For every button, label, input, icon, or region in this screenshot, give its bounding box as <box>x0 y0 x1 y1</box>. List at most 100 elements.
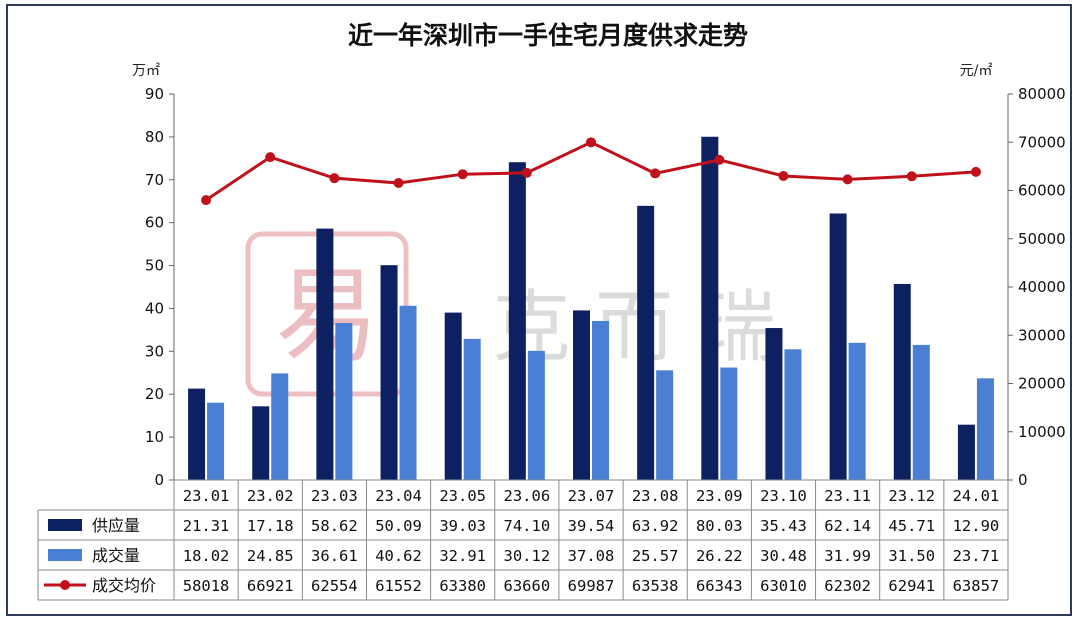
data-label: 63857 <box>953 577 1000 595</box>
data-label: 63380 <box>439 577 486 595</box>
bar-transaction <box>976 378 994 480</box>
bar-supply <box>252 406 270 480</box>
data-label: 58.62 <box>311 517 358 535</box>
price-point <box>714 154 725 165</box>
legend-swatch-supply <box>48 519 82 531</box>
price-line <box>205 140 977 202</box>
left-axis-tick-label: 40 <box>145 299 164 317</box>
data-label: 63.92 <box>632 517 679 535</box>
right-axis-tick-label: 60000 <box>1018 182 1066 200</box>
data-label: 26.22 <box>696 547 743 565</box>
price-point <box>329 173 340 184</box>
data-label: 69987 <box>568 577 615 595</box>
price-point <box>521 167 532 178</box>
price-point <box>586 137 596 148</box>
right-axis-tick-label: 20000 <box>1018 375 1066 393</box>
data-label: 31.50 <box>888 547 935 565</box>
price-point <box>778 170 789 181</box>
chart: 近一年深圳市一手住宅月度供求走势 万㎡ 元/㎡ 易 克 而 瑞 01020304… <box>37 21 1066 601</box>
bar-supply <box>573 310 590 480</box>
bar-transaction <box>271 373 289 480</box>
bar-transaction <box>592 320 609 480</box>
data-label: 21.31 <box>183 517 230 535</box>
data-label: 35.43 <box>760 517 807 535</box>
data-label: 30.48 <box>760 547 807 565</box>
data-label: 17.18 <box>247 517 294 535</box>
data-label: 80.03 <box>696 517 743 535</box>
bar-supply <box>316 228 334 480</box>
x-axis-category-label: 23.03 <box>311 487 358 505</box>
left-axis-tick-label: 50 <box>145 257 164 275</box>
bar-transaction <box>720 367 738 480</box>
data-label: 66343 <box>696 577 743 595</box>
x-axis-category-label: 23.12 <box>888 487 935 505</box>
legend-series-name: 成交均价 <box>92 576 156 595</box>
bar-transaction <box>656 370 674 480</box>
price-point <box>842 174 853 185</box>
data-label: 31.99 <box>824 547 871 565</box>
legend-series-name: 供应量 <box>92 516 140 535</box>
price-point <box>650 168 661 179</box>
price-point <box>457 169 468 180</box>
data-label: 62.14 <box>824 517 871 535</box>
left-axis-tick-label: 60 <box>145 214 164 232</box>
data-label: 62941 <box>888 577 935 595</box>
x-axis-category-label: 23.02 <box>247 487 294 505</box>
bar-transaction <box>912 344 930 480</box>
x-axis-category-label: 23.10 <box>760 487 807 505</box>
x-axis-category-label: 23.07 <box>568 487 615 505</box>
data-label: 63660 <box>504 577 551 595</box>
price-point <box>970 166 981 177</box>
bar-supply <box>380 265 398 480</box>
x-axis-category-label: 23.01 <box>183 487 230 505</box>
data-label: 36.61 <box>311 547 358 565</box>
bar-transaction <box>207 402 225 480</box>
bars <box>188 136 994 480</box>
data-label: 61552 <box>375 577 422 595</box>
right-axis-tick-label: 30000 <box>1018 326 1066 344</box>
left-axis-tick-label: 90 <box>145 85 164 103</box>
right-axis-tick-label: 10000 <box>1018 423 1066 441</box>
data-label: 30.12 <box>504 547 551 565</box>
bar-supply <box>765 328 783 480</box>
bar-transaction <box>463 338 481 480</box>
bar-transaction <box>527 350 545 480</box>
data-label: 62302 <box>824 577 871 595</box>
chart-title: 近一年深圳市一手住宅月度供求走势 <box>348 21 748 50</box>
right-axis-tick-label: 80000 <box>1018 85 1066 103</box>
price-point <box>265 152 276 163</box>
data-label: 40.62 <box>375 547 422 565</box>
bar-transaction <box>335 322 353 480</box>
data-label: 25.57 <box>632 547 679 565</box>
data-label: 74.10 <box>504 517 551 535</box>
x-axis-category-label: 23.09 <box>696 487 743 505</box>
bar-supply <box>829 213 847 480</box>
price-point <box>906 171 917 182</box>
line-series <box>201 137 981 206</box>
data-table: 23.01 23.02 23.03 23.04 23.05 23.06 23.07 23.08… <box>37 479 1009 601</box>
data-label: 63010 <box>760 577 807 595</box>
bar-supply <box>701 136 719 480</box>
right-axis-tick-label: 70000 <box>1018 133 1066 151</box>
data-label: 12.90 <box>953 517 1000 535</box>
data-label: 62554 <box>311 577 358 595</box>
right-axis-tick-label: 0 <box>1018 471 1028 489</box>
left-axis-tick-label: 80 <box>145 128 164 146</box>
data-label: 66921 <box>247 577 294 595</box>
data-label: 50.09 <box>375 517 422 535</box>
x-axis-category-label: 23.05 <box>439 487 486 505</box>
x-axis-category-label: 24.01 <box>953 487 1000 505</box>
bar-transaction <box>784 349 802 480</box>
x-axis-category-label: 23.04 <box>375 487 422 505</box>
data-label: 39.03 <box>439 517 486 535</box>
bar-transaction <box>399 305 417 480</box>
axes: 0 10 20 30 40 50 60 70 80 90 0 10000 20000 30000 40000… <box>145 85 1066 489</box>
left-axis-tick-label: 70 <box>145 171 164 189</box>
x-axis-category-label: 23.08 <box>632 487 679 505</box>
x-axis-category-label: 23.06 <box>504 487 551 505</box>
data-label: 23.71 <box>953 547 1000 565</box>
left-axis-tick-label: 30 <box>145 342 164 360</box>
bar-supply <box>508 162 526 480</box>
price-point <box>201 195 212 206</box>
data-label: 24.85 <box>247 547 294 565</box>
